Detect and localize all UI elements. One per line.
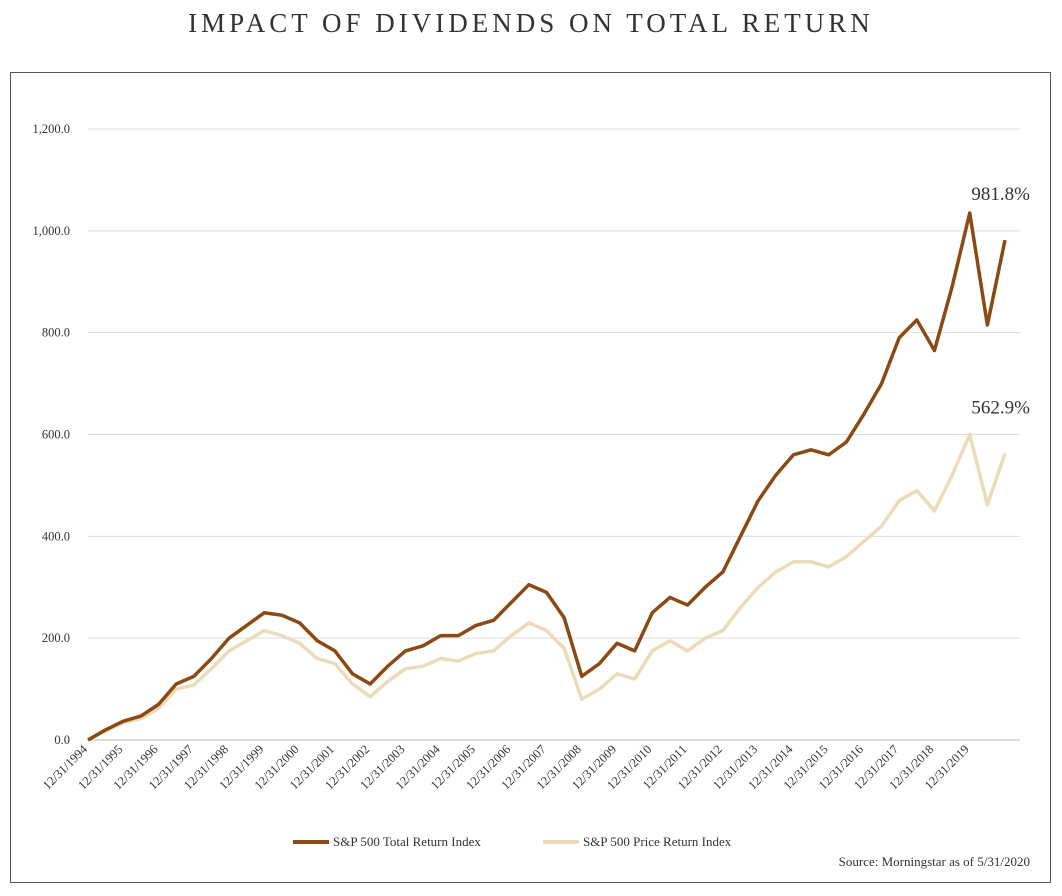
y-tick-label: 1,000.0 — [33, 224, 71, 238]
y-tick-label: 600.0 — [42, 428, 70, 442]
y-tick-label: 800.0 — [42, 326, 70, 340]
legend-label: S&P 500 Total Return Index — [333, 834, 481, 849]
frame — [10, 72, 1051, 883]
legend-label: S&P 500 Price Return Index — [583, 834, 732, 849]
y-tick-label: 400.0 — [42, 529, 70, 543]
series-line — [87, 432, 1007, 742]
y-tick-label: 1,200.0 — [33, 122, 71, 136]
y-tick-label: 0.0 — [54, 733, 70, 747]
source: Source: Morningstar as of 5/31/2020 — [839, 854, 1030, 869]
y-tick-label: 200.0 — [42, 631, 70, 645]
series-line — [87, 211, 1007, 742]
chart-title: IMPACT OF DIVIDENDS ON TOTAL RETURN — [188, 8, 874, 38]
end-label: 562.9% — [971, 397, 1030, 418]
end-label: 981.8% — [971, 184, 1030, 205]
